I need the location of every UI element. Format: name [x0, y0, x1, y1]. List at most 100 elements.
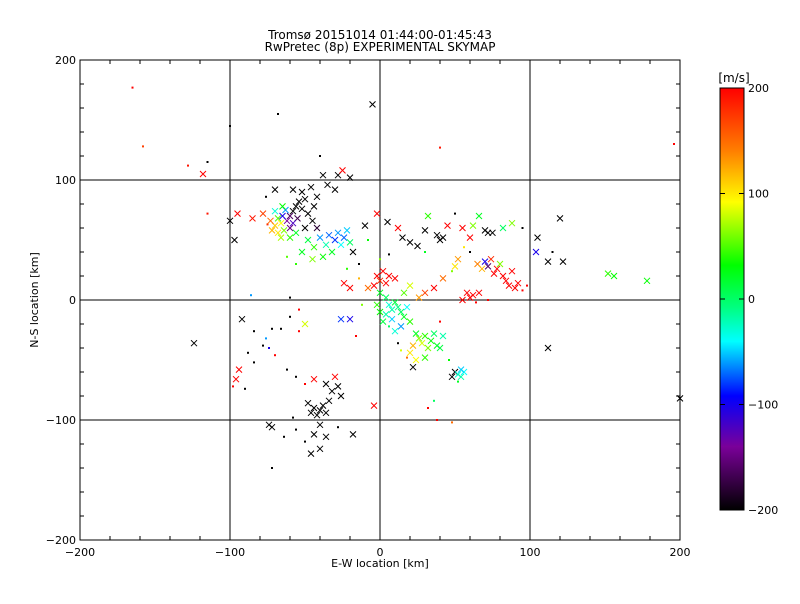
data-point-25 [295, 198, 303, 205]
data-point-89 [444, 222, 451, 229]
data-point-48 [279, 203, 286, 210]
data-point-177 [424, 344, 432, 352]
data-point-62 [325, 231, 333, 239]
x-tick-label-0: −200 [65, 546, 95, 559]
data-point-162 [400, 313, 408, 321]
data-point-200 [433, 399, 435, 402]
data-point-6 [229, 125, 231, 127]
data-point-219 [238, 315, 246, 323]
data-point-5 [206, 212, 209, 215]
data-point-179 [430, 330, 438, 337]
data-point-221 [235, 366, 243, 373]
data-point-97 [489, 229, 496, 237]
data-point-245 [322, 433, 330, 441]
data-point-149 [370, 282, 378, 289]
data-point-212 [271, 327, 273, 330]
x-tick-label-3: 100 [520, 546, 541, 559]
data-point-30 [286, 224, 294, 232]
data-point-7 [277, 113, 279, 115]
y-tick-label-0: −200 [46, 534, 76, 547]
data-point-102 [544, 258, 552, 265]
data-point-46 [265, 195, 267, 198]
data-point-68 [346, 239, 354, 246]
data-point-263 [346, 267, 348, 270]
data-point-0 [131, 86, 134, 89]
data-point-92 [466, 234, 474, 241]
data-point-207 [355, 335, 357, 337]
data-point-79 [384, 218, 391, 226]
data-point-202 [451, 421, 453, 424]
data-point-64 [334, 229, 342, 237]
data-point-13 [249, 215, 256, 222]
data-point-249 [295, 428, 297, 431]
data-point-172 [388, 325, 390, 328]
y-axis-ticks: −200 −100 0 100 200 [46, 54, 680, 547]
colorbar-tick-label-1: 100 [748, 188, 769, 201]
data-point-135 [451, 263, 459, 270]
data-point-136 [454, 255, 462, 263]
data-point-83 [414, 242, 421, 250]
data-point-142 [406, 282, 414, 289]
data-point-1 [142, 145, 144, 148]
colorbar-tick-label-0: 200 [748, 82, 769, 95]
data-point-63 [331, 236, 339, 244]
data-point-217 [253, 330, 255, 333]
data-point-178 [427, 337, 435, 345]
data-point-196 [457, 366, 465, 373]
data-point-16 [268, 227, 276, 234]
data-point-194 [457, 373, 465, 381]
data-point-65 [337, 241, 345, 249]
data-point-44 [319, 171, 327, 179]
data-point-227 [295, 375, 297, 378]
data-point-164 [388, 315, 396, 323]
data-point-58 [304, 236, 312, 244]
data-point-157 [385, 301, 393, 309]
data-point-262 [358, 263, 360, 265]
data-point-74 [286, 255, 288, 258]
data-point-182 [406, 349, 414, 357]
data-point-132 [475, 301, 477, 304]
data-point-246 [316, 445, 324, 453]
colorbar-tick-label-4: −200 [748, 504, 778, 517]
data-point-248 [304, 440, 306, 443]
data-point-81 [399, 234, 406, 241]
data-point-261 [388, 253, 390, 256]
data-point-257 [298, 308, 300, 311]
data-point-34 [298, 188, 306, 196]
data-point-185 [421, 354, 429, 361]
data-point-210 [289, 315, 291, 318]
data-point-155 [376, 289, 384, 297]
data-point-181 [409, 342, 417, 349]
data-point-54 [292, 229, 300, 237]
data-point-76 [361, 222, 369, 229]
data-point-184 [412, 356, 420, 364]
data-point-208 [301, 320, 309, 328]
data-point-218 [247, 351, 249, 354]
data-point-239 [307, 409, 315, 417]
data-point-174 [415, 335, 423, 342]
data-point-198 [448, 373, 456, 381]
x-tick-label-1: −100 [215, 546, 245, 559]
data-point-118 [493, 265, 501, 273]
colorbar-label: [m/s] [718, 71, 749, 85]
data-point-265 [439, 320, 441, 323]
data-point-247 [307, 450, 315, 457]
data-point-197 [457, 380, 459, 383]
data-point-151 [364, 284, 372, 292]
data-point-163 [403, 303, 411, 311]
data-point-226 [286, 368, 288, 371]
data-point-123 [508, 267, 516, 275]
data-point-120 [499, 272, 507, 280]
chart-subtitle: RwPretec (8p) EXPERIMENTAL SKYMAP [265, 40, 496, 54]
data-point-47 [319, 155, 321, 157]
data-point-91 [459, 224, 466, 232]
data-point-26 [298, 205, 306, 213]
data-point-211 [280, 327, 282, 330]
data-point-222 [232, 375, 240, 383]
data-point-126 [521, 289, 524, 292]
data-point-71 [309, 255, 316, 263]
data-point-147 [373, 272, 381, 280]
data-point-37 [310, 203, 318, 210]
data-point-251 [283, 435, 285, 438]
